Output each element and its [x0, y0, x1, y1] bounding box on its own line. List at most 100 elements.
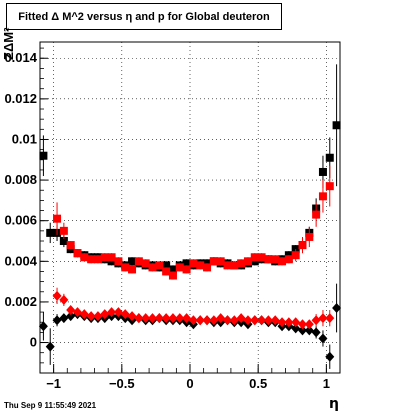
data-point-red-square — [53, 214, 62, 223]
y-tick-label: 0.004 — [4, 253, 37, 268]
data-point-red-diamond — [73, 307, 82, 318]
data-point-red-diamond — [229, 315, 239, 326]
data-point-red-diamond — [134, 313, 144, 324]
y-tick-label: 0.002 — [4, 294, 37, 309]
data-point-black-diamond — [298, 325, 307, 336]
data-point-red-diamond — [304, 319, 314, 330]
data-point-red-diamond — [284, 317, 294, 328]
data-point-red-square — [305, 232, 314, 241]
data-point-red-square — [325, 182, 334, 191]
timestamp: Thu Sep 9 11:55:49 2021 — [4, 401, 97, 410]
data-point-black-square — [318, 167, 327, 176]
data-point-red-square — [203, 263, 212, 272]
y-tick-label: 0 — [30, 335, 37, 350]
data-point-black-diamond — [45, 341, 55, 352]
data-point-red-diamond — [93, 311, 103, 322]
data-point-red-square — [66, 241, 75, 250]
data-point-red-diamond — [318, 313, 328, 324]
data-point-red-square — [100, 253, 109, 262]
data-point-red-square — [59, 226, 68, 235]
data-point-black-diamond — [325, 351, 335, 362]
data-point-red-square — [298, 241, 307, 250]
data-point-red-diamond — [188, 315, 198, 326]
x-tick-label: 1 — [323, 376, 330, 391]
data-point-red-diamond — [86, 311, 96, 322]
data-point-red-square — [250, 253, 259, 262]
data-point-red-diamond — [243, 315, 253, 326]
y-tick-label: 0.008 — [4, 172, 37, 187]
data-point-black-square — [325, 153, 334, 162]
data-point-red-square — [128, 265, 137, 274]
data-point-red-square — [80, 253, 89, 262]
data-point-red-square — [121, 263, 130, 272]
data-point-red-diamond — [182, 313, 192, 324]
data-point-red-diamond — [202, 315, 212, 326]
data-point-red-diamond — [148, 313, 157, 324]
data-point-red-square — [312, 210, 321, 219]
data-point-red-square — [87, 255, 96, 264]
data-point-red-square — [223, 261, 232, 270]
data-point-red-square — [148, 263, 157, 272]
data-point-black-diamond — [318, 333, 328, 344]
data-point-red-square — [155, 261, 164, 270]
data-point-red-diamond — [66, 305, 76, 316]
data-point-red-square — [291, 251, 300, 260]
data-point-red-diamond — [311, 315, 321, 326]
data-point-red-square — [243, 257, 252, 266]
data-point-red-square — [318, 192, 327, 201]
data-point-red-diamond — [52, 290, 62, 301]
data-point-black-diamond — [38, 321, 48, 332]
data-point-black-square — [39, 151, 48, 160]
data-point-red-diamond — [175, 313, 185, 324]
data-point-red-square — [182, 265, 191, 274]
data-point-red-square — [216, 257, 225, 266]
data-point-black-square — [162, 261, 171, 270]
y-tick-label: 0.012 — [4, 91, 37, 106]
data-point-black-square — [59, 237, 68, 246]
data-point-black-diamond — [59, 313, 69, 324]
data-point-red-diamond — [107, 307, 117, 318]
data-point-red-square — [162, 267, 171, 276]
x-axis-label: η — [329, 396, 339, 412]
data-point-red-square — [284, 255, 293, 264]
data-point-black-diamond — [291, 323, 301, 334]
data-point-black-diamond — [311, 327, 321, 338]
data-point-black-square — [128, 257, 137, 266]
data-point-red-diamond — [291, 317, 301, 328]
data-point-red-diamond — [141, 313, 151, 324]
data-point-red-diamond — [195, 315, 205, 326]
y-tick-label: 0.01 — [12, 131, 37, 146]
data-point-black-diamond — [304, 325, 314, 336]
data-point-red-square — [141, 259, 150, 268]
data-point-red-diamond — [257, 315, 267, 326]
chart-title: Fitted Δ M^2 versus η and p for Global d… — [6, 3, 282, 30]
data-point-red-square — [73, 249, 82, 258]
data-point-red-diamond — [59, 294, 69, 305]
x-tick-label: 0 — [186, 376, 193, 391]
data-point-red-diamond — [263, 315, 273, 326]
data-point-red-square — [271, 255, 280, 264]
data-point-red-square — [175, 263, 184, 272]
y-tick-label: 0.006 — [4, 213, 37, 228]
data-point-black-square — [332, 121, 341, 130]
data-point-black-square — [182, 259, 191, 268]
data-point-red-diamond — [127, 311, 137, 322]
data-point-red-square — [278, 257, 287, 266]
data-point-red-diamond — [270, 315, 280, 326]
data-point-red-square — [209, 257, 218, 266]
data-point-red-square — [114, 257, 123, 266]
data-point-red-diamond — [120, 309, 130, 320]
data-point-red-square — [189, 259, 198, 268]
data-point-black-square — [46, 228, 55, 237]
data-point-red-diamond — [79, 309, 89, 320]
data-point-black-square — [168, 265, 177, 274]
data-point-red-square — [257, 253, 266, 262]
data-point-black-diamond — [332, 303, 342, 314]
data-point-red-diamond — [216, 313, 226, 324]
data-point-red-diamond — [236, 313, 246, 324]
data-point-black-diamond — [52, 315, 62, 326]
data-point-red-square — [134, 257, 143, 266]
x-tick-label: 0.5 — [249, 376, 267, 391]
data-point-black-diamond — [66, 311, 76, 322]
